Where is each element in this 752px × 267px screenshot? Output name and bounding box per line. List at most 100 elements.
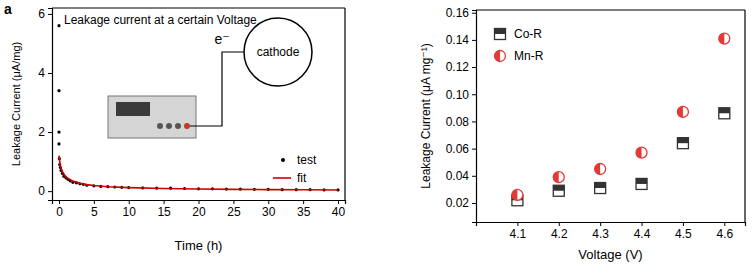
x-tick: 20 bbox=[192, 200, 206, 219]
x-axis-line bbox=[53, 201, 346, 205]
y-tick-label: 0.14 bbox=[446, 33, 470, 47]
y-tick-label: 2 bbox=[38, 125, 45, 139]
plot-area bbox=[57, 24, 339, 191]
legend: Co-RMn-R bbox=[495, 27, 544, 63]
marker bbox=[595, 164, 606, 175]
chart-title: Leakage current at a certain Voltage bbox=[64, 13, 257, 27]
x-tick-mark bbox=[94, 200, 95, 204]
instrument bbox=[108, 96, 196, 138]
y-tick: 4 bbox=[38, 66, 52, 80]
x-tick: 4.4 bbox=[634, 222, 651, 241]
x-tick-mark bbox=[338, 200, 339, 204]
frame-top bbox=[476, 9, 745, 10]
marker-fill bbox=[719, 33, 725, 44]
marker-outline bbox=[719, 33, 730, 44]
legend-label: test bbox=[297, 153, 317, 167]
x-tick: 15 bbox=[157, 200, 171, 219]
marker-outline bbox=[512, 189, 523, 200]
marker-dot bbox=[57, 130, 60, 133]
wire bbox=[190, 52, 244, 126]
x-tick-label: 40 bbox=[332, 205, 346, 219]
marker-fill bbox=[636, 178, 647, 184]
marker-outline bbox=[677, 138, 688, 149]
marker bbox=[636, 147, 647, 158]
marker bbox=[677, 106, 688, 117]
legend-swatch bbox=[495, 51, 506, 62]
marker-fill bbox=[595, 183, 606, 189]
marker-fill bbox=[677, 106, 683, 117]
marker-fill bbox=[595, 164, 601, 175]
frame-top bbox=[52, 7, 345, 8]
x-tick-mark bbox=[129, 200, 130, 204]
y-axis: 0.02 0.04 0.06 0.08 0.10 0.12 0.14 0.16 bbox=[446, 6, 477, 222]
x-tick: 30 bbox=[262, 200, 276, 219]
marker-fill bbox=[677, 138, 688, 144]
y-tick-mark bbox=[48, 14, 52, 15]
x-tick-label: 10 bbox=[123, 205, 137, 219]
x-tick: 5 bbox=[91, 200, 98, 219]
x-tick: 25 bbox=[227, 200, 241, 219]
y-axis: 0 2 4 6 bbox=[38, 7, 52, 200]
x-tick-label: 35 bbox=[297, 205, 311, 219]
instrument-display bbox=[116, 102, 150, 116]
marker-outline bbox=[636, 147, 647, 158]
chart: 05101520253035400246Time (h)Leakage Curr… bbox=[4, 1, 346, 253]
y-tick: 0.14 bbox=[446, 33, 476, 47]
x-axis-line bbox=[477, 223, 746, 227]
x-tick-label: 0 bbox=[56, 205, 63, 219]
marker-dot bbox=[57, 89, 60, 92]
y-tick: 6 bbox=[38, 7, 52, 21]
y-tick: 0.06 bbox=[446, 142, 476, 156]
y-tick-mark bbox=[472, 149, 476, 150]
marker-outline bbox=[677, 106, 688, 117]
x-tick-label: 25 bbox=[227, 205, 241, 219]
y-tick: 0.16 bbox=[446, 6, 476, 20]
marker bbox=[57, 130, 60, 133]
inset bbox=[108, 18, 312, 138]
marker-outline bbox=[595, 164, 606, 175]
x-tick-mark bbox=[600, 222, 601, 226]
x-tick-label: 4.4 bbox=[634, 227, 651, 241]
y-tick: 0.02 bbox=[446, 196, 476, 210]
x-tick-label: 30 bbox=[262, 205, 276, 219]
y-tick-mark bbox=[472, 176, 476, 177]
marker bbox=[57, 142, 60, 145]
x-tick-label: 15 bbox=[157, 205, 171, 219]
y-axis-title: Leakage Current (μA mg⁻¹) bbox=[419, 43, 433, 188]
plot-area bbox=[512, 33, 730, 206]
x-tick-label: 5 bbox=[91, 205, 98, 219]
marker-outline bbox=[595, 183, 606, 194]
y-tick-label: 0.08 bbox=[446, 115, 470, 129]
x-tick: 4.2 bbox=[551, 222, 568, 241]
frame-right bbox=[744, 10, 745, 222]
y-tick: 0.04 bbox=[446, 169, 476, 183]
y-tick: 0 bbox=[38, 184, 52, 198]
x-tick: 4.1 bbox=[510, 222, 527, 241]
y-tick-label: 0.10 bbox=[446, 88, 470, 102]
marker-outline bbox=[553, 172, 564, 183]
y-tick-label: 0.12 bbox=[446, 60, 470, 74]
x-axis-title: Time (h) bbox=[175, 238, 223, 253]
legend-swatch bbox=[273, 177, 291, 179]
y-tick-label: 0.16 bbox=[446, 6, 470, 20]
annotation: e⁻ bbox=[214, 31, 229, 47]
y-tick-label: 0.04 bbox=[446, 169, 470, 183]
x-tick: 4.3 bbox=[592, 222, 609, 241]
x-tick-mark bbox=[724, 222, 725, 226]
x-tick-label: 4.3 bbox=[592, 227, 609, 241]
x-tick-mark bbox=[268, 200, 269, 204]
y-tick-mark bbox=[48, 73, 52, 74]
marker-fill bbox=[553, 185, 564, 191]
x-tick-mark bbox=[199, 200, 200, 204]
x-tick-label: 4.1 bbox=[510, 227, 527, 241]
y-tick: 0.10 bbox=[446, 88, 476, 102]
x-tick: 0 bbox=[56, 200, 63, 219]
marker-fill bbox=[512, 189, 518, 200]
x-tick-label: 4.6 bbox=[716, 227, 733, 241]
y-tick: 0.12 bbox=[446, 60, 476, 74]
y-tick-label: 0.06 bbox=[446, 142, 470, 156]
x-tick-label: 20 bbox=[192, 205, 206, 219]
marker-fill bbox=[495, 51, 501, 62]
x-tick: 40 bbox=[332, 200, 346, 219]
marker-dot bbox=[57, 142, 60, 145]
